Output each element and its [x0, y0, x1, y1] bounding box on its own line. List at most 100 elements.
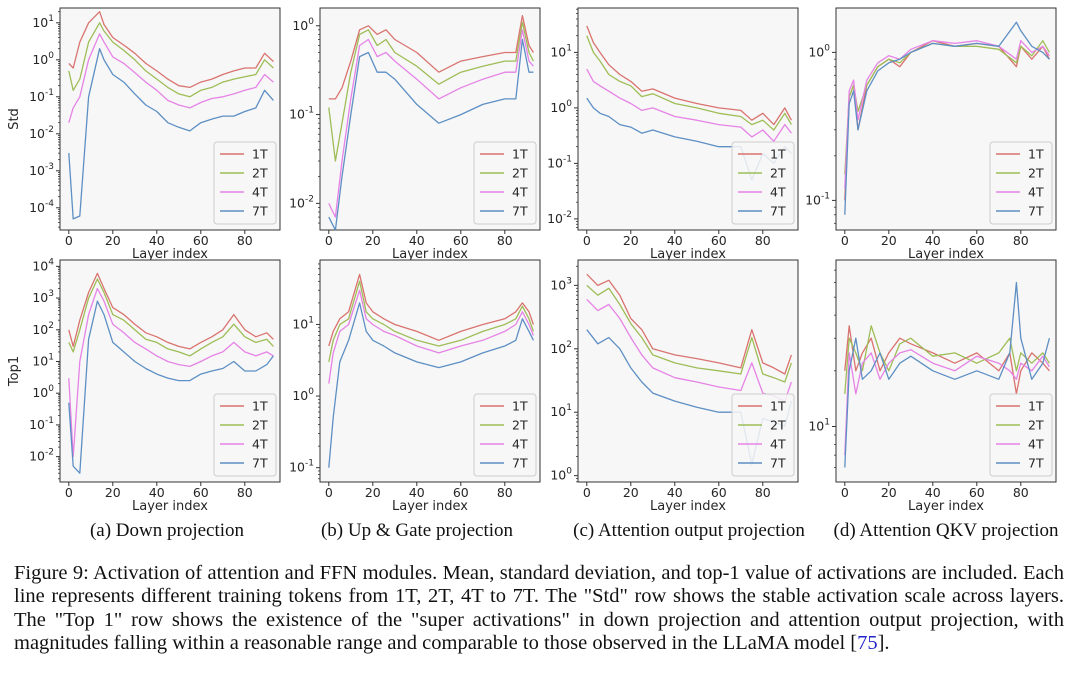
y-tick-exp: 0: [48, 51, 54, 61]
series-line-7T: [328, 302, 534, 468]
y-tick-exp: 0: [824, 43, 830, 53]
x-axis-label: Layer index: [132, 499, 208, 514]
legend-box: [213, 141, 277, 225]
y-tick-label: 10-1: [289, 459, 314, 475]
y-tick-base: 10: [808, 44, 824, 59]
x-tick-label: 0: [841, 485, 849, 500]
y-tick-exp: -2: [305, 194, 314, 204]
y-tick-base: 10: [550, 468, 566, 483]
series-line-2T: [68, 278, 274, 357]
y-tick-base: 10: [32, 15, 48, 30]
figure-caption: Figure 9: Activation of attention and FF…: [14, 562, 1064, 656]
y-tick-base: 10: [289, 195, 305, 210]
legend-box: [731, 141, 795, 225]
legend-label-1T: 1T: [252, 147, 268, 162]
legend-label-4T: 4T: [1028, 437, 1044, 452]
y-tick-base: 10: [292, 316, 308, 331]
legend-label-1T: 1T: [770, 399, 786, 414]
y-tick-base: 10: [32, 322, 48, 337]
legend-box: [473, 141, 537, 225]
y-tick-base: 10: [32, 52, 48, 67]
subcaption-c: (c) Attention output projection: [573, 520, 805, 541]
y-tick-base: 10: [550, 277, 566, 292]
x-axis-label: Layer index: [132, 247, 208, 262]
series-group: [68, 11, 274, 220]
series-group: [844, 281, 1051, 468]
x-tick-label: 40: [409, 485, 425, 500]
x-tick-label: 60: [193, 233, 209, 248]
y-tick-label: 103: [550, 276, 572, 292]
legend-label-2T: 2T: [1028, 418, 1044, 433]
y-tick-label: 10-1: [805, 191, 830, 207]
y-tick-base: 10: [289, 460, 305, 475]
y-tick-base: 10: [29, 200, 45, 215]
x-tick-label: 80: [237, 485, 253, 500]
legend-label-2T: 2T: [1028, 166, 1044, 181]
x-tick-label: 60: [453, 233, 469, 248]
y-tick-label: 10-1: [29, 88, 54, 104]
legend-label-7T: 7T: [770, 456, 786, 471]
subcaption-b: (b) Up & Gate projection: [320, 520, 514, 541]
y-tick-label: 102: [32, 321, 54, 337]
y-tick-label: 100: [292, 17, 314, 33]
x-tick-label: 0: [65, 233, 73, 248]
y-tick-exp: 1: [566, 403, 572, 413]
legend-label-2T: 2T: [512, 418, 528, 433]
y-tick-label: 104: [32, 257, 54, 273]
legend-label-4T: 4T: [512, 437, 528, 452]
y-tick-exp: -2: [563, 210, 572, 220]
series-line-1T: [68, 11, 274, 89]
y-tick-exp: -4: [45, 199, 54, 209]
legend-label-2T: 2T: [252, 418, 268, 433]
y-axis-label: Top1: [7, 356, 22, 387]
caption-text: Figure 9: Activation of attention and FF…: [14, 562, 1064, 655]
series-line-4T: [586, 68, 792, 142]
x-tick-label: 40: [925, 233, 941, 248]
x-tick-label: 0: [583, 233, 591, 248]
y-tick-label: 100: [292, 387, 314, 403]
y-axis-label: Std: [7, 108, 22, 130]
y-tick-exp: -2: [45, 125, 54, 135]
legend-label-2T: 2T: [770, 166, 786, 181]
series-group: [586, 25, 792, 181]
legend-label-7T: 7T: [512, 204, 528, 219]
legend-label-4T: 4T: [252, 437, 268, 452]
y-tick-base: 10: [29, 417, 45, 432]
x-axis-label: Layer index: [392, 247, 468, 262]
y-tick-exp: 0: [566, 467, 572, 477]
y-tick-base: 10: [547, 211, 563, 226]
citation-link[interactable]: 75: [857, 632, 878, 655]
x-tick-label: 0: [325, 485, 333, 500]
x-tick-label: 60: [711, 233, 727, 248]
x-axis-label: Layer index: [392, 499, 468, 514]
legend-box: [213, 393, 277, 477]
y-tick-label: 101: [550, 43, 572, 59]
y-tick-exp: -1: [45, 416, 54, 426]
legend-label-1T: 1T: [512, 147, 528, 162]
series-line-2T: [68, 22, 274, 98]
legend-label-4T: 4T: [252, 185, 268, 200]
y-tick-label: 101: [32, 352, 54, 368]
x-tick-label: 80: [497, 233, 513, 248]
y-tick-exp: 1: [824, 418, 830, 428]
legend-box: [989, 393, 1053, 477]
y-tick-exp: 4: [48, 257, 54, 267]
legend-label-1T: 1T: [1028, 147, 1044, 162]
x-axis-label: Layer index: [650, 247, 726, 262]
x-tick-label: 60: [193, 485, 209, 500]
series-group: [328, 273, 535, 468]
y-tick-exp: -1: [305, 459, 314, 469]
y-tick-exp: -2: [45, 448, 54, 458]
series-line-4T: [328, 29, 534, 218]
x-tick-label: 0: [65, 485, 73, 500]
y-tick-label: 100: [32, 51, 54, 67]
series-line-2T: [328, 280, 535, 363]
y-tick-exp: 1: [566, 43, 572, 53]
y-tick-label: 103: [32, 289, 54, 305]
caption-end: ].: [877, 632, 890, 655]
y-tick-exp: 1: [308, 315, 314, 325]
